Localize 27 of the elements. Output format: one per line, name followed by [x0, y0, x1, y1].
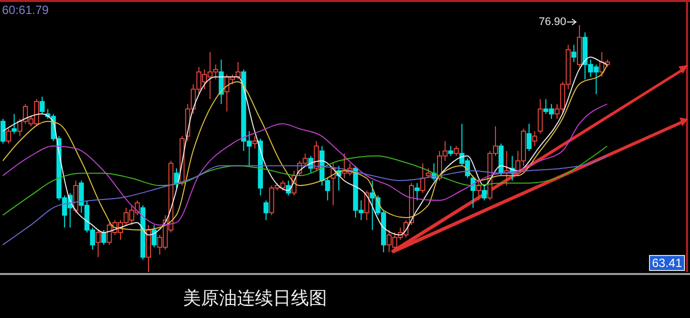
candlestick: [538, 98, 543, 134]
candlestick: [482, 185, 487, 201]
candlestick: [314, 140, 319, 172]
candlestick: [426, 168, 431, 179]
candlestick: [6, 128, 12, 144]
candlestick: [0, 118, 6, 144]
candlestick: [101, 230, 106, 246]
candlestick: [152, 224, 157, 248]
annotation: 76.90: [538, 16, 566, 28]
candlestick: [571, 44, 576, 63]
candlestick: [448, 146, 454, 156]
candlestick: [532, 130, 538, 147]
text: 美原油连续日线图: [182, 287, 328, 310]
candlestick: [414, 182, 420, 201]
candlestick: [252, 136, 258, 149]
candlestick: [264, 200, 269, 221]
candlestick: [476, 180, 482, 201]
candlestick: [526, 123, 532, 152]
candlestick: [236, 62, 241, 80]
candlestick: [454, 146, 459, 156]
text: 60:61.79: [2, 3, 49, 17]
candlestick: [12, 113, 17, 134]
text: 63.41: [648, 255, 685, 271]
candlestick: [40, 96, 45, 114]
candlestick: [364, 190, 370, 221]
candlestick: [96, 230, 101, 258]
candlestick: [420, 162, 426, 194]
